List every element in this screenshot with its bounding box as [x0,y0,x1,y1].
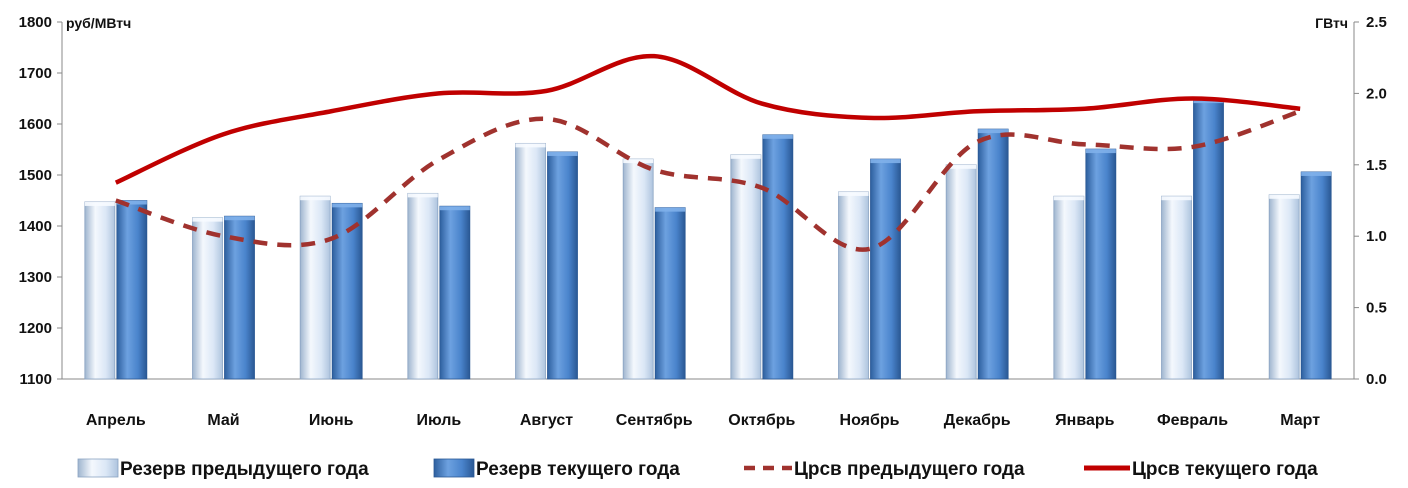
legend-label-prev-price: Црсв предыдущего года [794,459,1025,480]
category-labels: Апрель Май Июнь Июль Август Сентябрь Октябрь Но… [86,412,1320,429]
left-tick-label: 1100 [19,371,52,388]
bar-cur-reserve [1085,148,1117,380]
right-tick-label: 0.5 [1366,300,1387,317]
bar-cur-reserve-cap [1301,171,1332,176]
x-category-label: Октябрь [728,412,795,429]
bar-prev-reserve [407,192,439,380]
x-category-label: Сентябрь [616,412,693,429]
bar-prev-reserve [622,158,654,380]
left-tick-label: 1700 [19,65,52,82]
bar-prev-reserve [1268,194,1300,380]
right-tick-label: 1.5 [1366,157,1387,174]
bar-cur-reserve [870,158,901,380]
legend-label-cur-price: Црсв текущего года [1132,459,1318,480]
bar-prev-reserve [945,164,977,380]
left-tick-label: 1600 [19,116,52,133]
bar-cur-reserve-cap [978,129,1009,134]
legend-item-cur-price[interactable]: Црсв текущего года [1084,459,1318,480]
right-tick-label: 2.0 [1366,85,1387,102]
left-tick-label: 1500 [19,167,52,184]
bar-prev-reserve-cap [84,201,115,206]
bar-cur-reserve-cap [439,206,470,211]
bar-cur-reserve-cap [116,200,147,205]
bar-cur-reserve [977,128,1009,380]
bar-prev-reserve [515,142,546,380]
bar-cur-reserve [116,200,148,380]
bar-cur-reserve-cap [332,203,363,208]
bar-cur-reserve [439,205,471,380]
bar-prev-reserve-cap [730,154,761,159]
legend-swatch-prev-reserve [77,458,119,478]
left-tick-label: 1400 [19,218,52,235]
x-category-label: Ноябрь [840,412,900,429]
bar-prev-reserve [192,217,223,380]
bar-series [84,98,1332,380]
bar-cur-reserve-cap [547,151,578,156]
x-category-label: Март [1280,412,1320,429]
bar-prev-reserve-cap [1053,196,1084,201]
legend: Резерв предыдущего года Резерв текущего … [77,458,1318,480]
bar-cur-reserve-cap [870,159,901,164]
right-axis-unit: ГВтч [1315,15,1348,31]
left-tick-label: 1200 [19,320,52,337]
bar-prev-reserve [299,195,331,380]
bar-prev-reserve [1161,195,1192,380]
bar-prev-reserve-cap [300,196,331,201]
x-category-label: Январь [1055,412,1114,429]
legend-label-prev-reserve: Резерв предыдущего года [120,459,369,480]
bar-prev-reserve-cap [192,217,223,222]
bar-prev-reserve-cap [1161,196,1192,201]
line-prev-price [115,109,1301,252]
legend-item-prev-reserve[interactable]: Резерв предыдущего года [77,458,369,480]
bar-prev-reserve [730,154,762,380]
bar-prev-reserve [838,191,869,380]
legend-swatch-cur-reserve [433,458,475,478]
bar-prev-reserve [1053,195,1085,380]
right-tick-label: 1.0 [1366,228,1387,245]
bar-cur-reserve-cap [655,207,686,212]
bar-cur-reserve-cap [224,216,255,221]
x-category-label: Май [207,412,239,429]
line-cur-price [114,53,1301,185]
left-tick-label: 1800 [19,14,52,31]
bar-cur-reserve [762,134,794,380]
bar-prev-reserve-cap [623,159,654,164]
bar-prev-reserve-cap [515,143,546,148]
bar-prev-reserve-cap [946,164,977,169]
legend-label-cur-reserve: Резерв текущего года [476,459,680,480]
legend-item-prev-price[interactable]: Црсв предыдущего года [744,459,1025,480]
x-category-label: Декабрь [944,412,1011,429]
bar-prev-reserve-cap [407,193,438,198]
x-category-label: Июль [416,412,461,429]
x-category-label: Февраль [1157,412,1228,429]
left-axis-ticks: 1100 1200 1300 1400 1500 1600 1700 1800 [19,14,62,388]
bar-cur-reserve [654,207,686,380]
bar-cur-reserve [1300,171,1332,380]
left-tick-label: 1300 [19,269,52,286]
bar-cur-reserve-cap [762,134,793,139]
bar-prev-reserve-cap [1269,194,1300,199]
bar-cur-reserve [547,151,578,380]
bar-prev-reserve-cap [838,191,869,196]
x-category-label: Июнь [309,412,354,429]
left-axis-unit: руб/МВтч [66,15,131,31]
right-axis-ticks: 0.0 0.5 1.0 1.5 2.0 2.5 [1354,14,1387,388]
bar-cur-reserve-cap [1085,149,1116,154]
legend-item-cur-reserve[interactable]: Резерв текущего года [433,458,680,480]
right-tick-label: 2.5 [1366,14,1387,31]
x-category-label: Апрель [86,412,146,429]
line-series [114,53,1301,252]
right-tick-label: 0.0 [1366,371,1387,388]
bar-prev-reserve [84,201,116,380]
x-category-label: Август [520,412,573,429]
